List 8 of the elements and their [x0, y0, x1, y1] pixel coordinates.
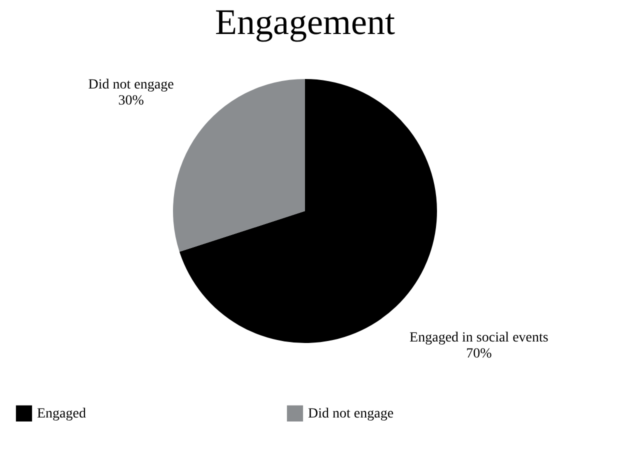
data-label: 30%: [118, 94, 144, 109]
legend-label: Did not engage: [308, 406, 394, 422]
data-label: 70%: [466, 346, 492, 362]
legend-label: Engaged: [37, 406, 86, 422]
pie-slice: [173, 79, 305, 252]
text: Did not engage: [88, 78, 174, 93]
text: Engaged in social events: [410, 330, 548, 346]
chart-title: Engagement: [215, 2, 395, 42]
